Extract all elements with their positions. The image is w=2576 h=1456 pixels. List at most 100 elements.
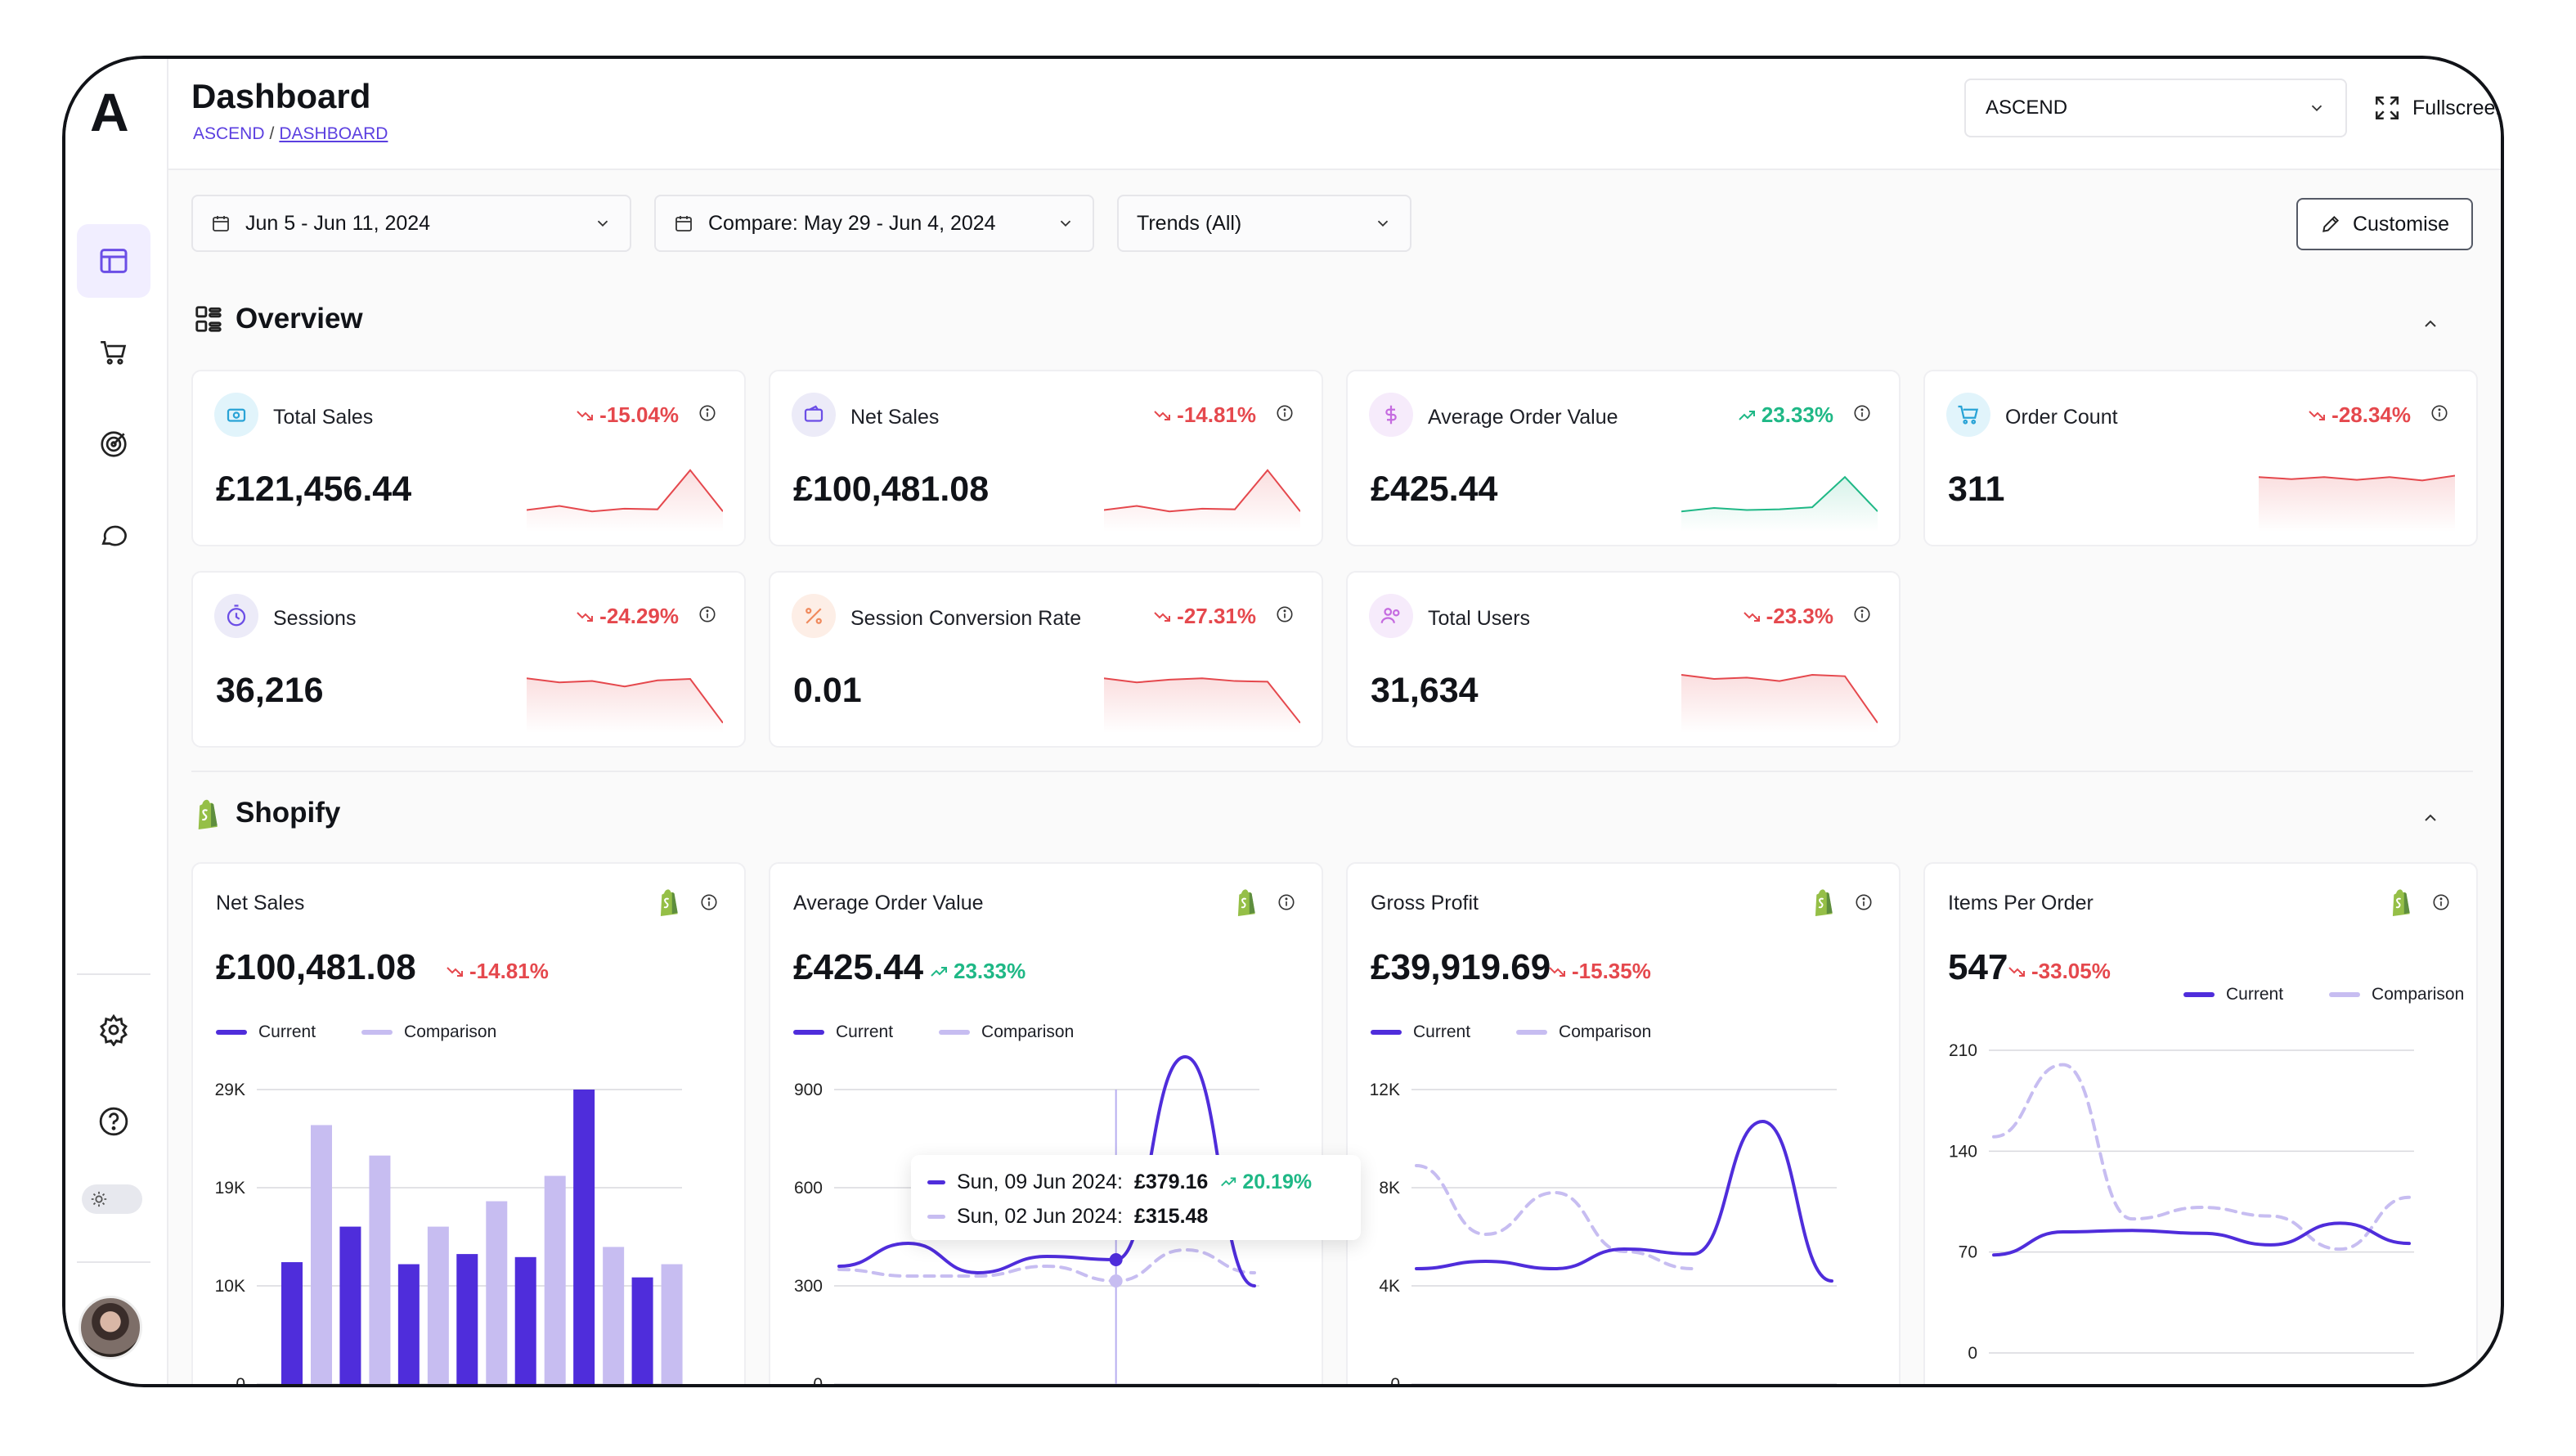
kpi-delta: 23.33% bbox=[1737, 402, 1833, 428]
kpi-delta-value: -15.04% bbox=[599, 402, 679, 427]
store-select-value: ASCEND bbox=[1986, 97, 2068, 119]
y-tick-label: 900 bbox=[794, 1081, 823, 1099]
info-button[interactable] bbox=[1853, 404, 1871, 426]
trend-up-icon bbox=[931, 966, 947, 977]
avatar[interactable] bbox=[79, 1296, 142, 1359]
info-button[interactable] bbox=[1853, 605, 1871, 627]
nav-settings[interactable] bbox=[77, 993, 150, 1067]
kpi-icon-badge bbox=[1369, 393, 1413, 437]
device-frame: A Dashboard ASCEND / DASHBOARD bbox=[62, 56, 2504, 1387]
chart-delta-value: -15.35% bbox=[1572, 959, 1651, 983]
theme-toggle[interactable] bbox=[82, 1184, 142, 1214]
compare-filter[interactable]: Compare: May 29 - Jun 4, 2024 bbox=[654, 195, 1094, 252]
chart-plot: 210 140 70 0 05 Jun 08 Jun bbox=[1949, 1041, 2414, 1363]
fullscreen-label: Fullscreen bbox=[2412, 96, 2504, 119]
section-divider bbox=[191, 771, 2473, 772]
tooltip-comparison-date: Sun, 02 Jun 2024: bbox=[957, 1204, 1123, 1228]
info-button[interactable] bbox=[698, 605, 716, 627]
chart-title: Gross Profit bbox=[1371, 892, 1479, 914]
cart-icon bbox=[101, 340, 127, 365]
kpi-delta: -27.31% bbox=[1152, 604, 1256, 629]
info-button[interactable] bbox=[1276, 404, 1294, 426]
legend-comparison-swatch bbox=[1516, 1030, 1548, 1035]
shopify-icon bbox=[198, 799, 218, 829]
breadcrumb-root[interactable]: ASCEND bbox=[193, 124, 265, 143]
info-icon bbox=[699, 405, 716, 421]
shopify-chart-card[interactable]: Items Per Order 547 -33.05% Current Comp… bbox=[1923, 862, 2478, 1384]
chart-title: Average Order Value bbox=[793, 892, 984, 914]
kpi-card[interactable]: Total Sales -15.04% £121,456.44 bbox=[191, 370, 746, 546]
chart-delta-value: 23.33% bbox=[954, 959, 1026, 983]
shopify-badge bbox=[1233, 887, 1261, 920]
shopify-chart-card[interactable]: Average Order Value £425.44 23.33% Curre… bbox=[769, 862, 1323, 1384]
sparkline-line bbox=[527, 677, 723, 724]
kpi-card[interactable]: Sessions -24.29% 36,216 bbox=[191, 571, 746, 748]
chart-delta-value: -14.81% bbox=[469, 959, 549, 983]
date-range-filter[interactable]: Jun 5 - Jun 11, 2024 bbox=[191, 195, 631, 252]
bar-comparison bbox=[661, 1264, 683, 1384]
shopify-header[interactable]: Shopify bbox=[193, 797, 340, 829]
trends-filter[interactable]: Trends (All) bbox=[1117, 195, 1411, 252]
shopify-badge bbox=[1811, 887, 1838, 920]
overview-header[interactable]: Overview bbox=[193, 303, 363, 335]
kpi-delta-value: -24.29% bbox=[599, 604, 679, 628]
info-button[interactable] bbox=[1277, 893, 1295, 915]
kpi-delta-value: -27.31% bbox=[1177, 604, 1256, 628]
kpi-delta-value: 23.33% bbox=[1761, 402, 1833, 427]
legend-current-swatch bbox=[1371, 1030, 1402, 1035]
users-icon bbox=[1380, 608, 1400, 623]
chart-tooltip: Sun, 09 Jun 2024: £379.16 20.19% Sun, 02… bbox=[911, 1155, 1361, 1240]
compare-value: Compare: May 29 - Jun 4, 2024 bbox=[708, 211, 996, 235]
chevron-down-icon bbox=[597, 220, 608, 227]
legend-comparison-label: Comparison bbox=[981, 1022, 1075, 1041]
target-icon bbox=[101, 431, 127, 457]
app-logo[interactable]: A bbox=[90, 82, 129, 142]
y-tick-label: 70 bbox=[1959, 1243, 1977, 1262]
legend-comparison-swatch bbox=[2329, 992, 2361, 997]
kpi-card[interactable]: Session Conversion Rate -27.31% 0.01 bbox=[769, 571, 1323, 748]
info-button[interactable] bbox=[700, 893, 718, 915]
sparkline-line bbox=[2259, 474, 2455, 482]
info-icon bbox=[1854, 606, 1870, 622]
info-button[interactable] bbox=[1855, 893, 1873, 915]
kpi-card[interactable]: Average Order Value 23.33% £425.44 bbox=[1346, 370, 1901, 546]
timer-icon bbox=[227, 604, 246, 627]
kpi-sparkline bbox=[1681, 475, 1878, 532]
info-icon bbox=[1278, 894, 1295, 910]
y-tick-label: 140 bbox=[1949, 1142, 1977, 1161]
shopify-chart-card[interactable]: Net Sales £100,481.08 -14.81% Current Co… bbox=[191, 862, 746, 1384]
nav-dashboard[interactable] bbox=[77, 224, 150, 298]
customise-button[interactable]: Customise bbox=[2296, 198, 2473, 250]
store-select[interactable]: ASCEND bbox=[1964, 79, 2347, 137]
trend-down-icon bbox=[1154, 410, 1171, 420]
sparkline-line bbox=[527, 469, 723, 513]
fullscreen-button[interactable]: Fullscreen bbox=[2373, 79, 2504, 137]
bar-current bbox=[573, 1090, 595, 1384]
y-tick-label: 10K bbox=[215, 1277, 245, 1296]
nav-orders[interactable] bbox=[77, 316, 150, 389]
info-button[interactable] bbox=[698, 404, 716, 426]
info-button[interactable] bbox=[2430, 404, 2448, 426]
shopify-chart-card[interactable]: Gross Profit £39,919.69 -15.35% Current … bbox=[1346, 862, 1901, 1384]
bar-comparison bbox=[369, 1155, 391, 1384]
breadcrumb-current[interactable]: DASHBOARD bbox=[279, 124, 388, 143]
info-icon bbox=[1856, 894, 1872, 910]
chart-legend: Current Comparison bbox=[216, 1022, 496, 1042]
sidebar-divider bbox=[77, 1261, 150, 1263]
grid-icon bbox=[195, 306, 222, 332]
collapse-overview-icon[interactable] bbox=[2421, 314, 2440, 334]
wallet-icon bbox=[804, 405, 824, 422]
nav-help[interactable] bbox=[77, 1085, 150, 1158]
kpi-card[interactable]: Order Count -28.34% 311 bbox=[1923, 370, 2478, 546]
nav-goals[interactable] bbox=[77, 407, 150, 481]
nav-messages[interactable] bbox=[77, 499, 150, 573]
layout-icon bbox=[100, 249, 128, 273]
trends-value: Trends (All) bbox=[1137, 211, 1242, 235]
collapse-shopify-icon[interactable] bbox=[2421, 808, 2440, 828]
line-comparison bbox=[1415, 1164, 1695, 1270]
info-button[interactable] bbox=[2432, 893, 2450, 915]
kpi-card[interactable]: Net Sales -14.81% £100,481.08 bbox=[769, 370, 1323, 546]
info-button[interactable] bbox=[1276, 605, 1294, 627]
legend-comparison-swatch bbox=[939, 1030, 971, 1035]
kpi-card[interactable]: Total Users -23.3% 31,634 bbox=[1346, 571, 1901, 748]
